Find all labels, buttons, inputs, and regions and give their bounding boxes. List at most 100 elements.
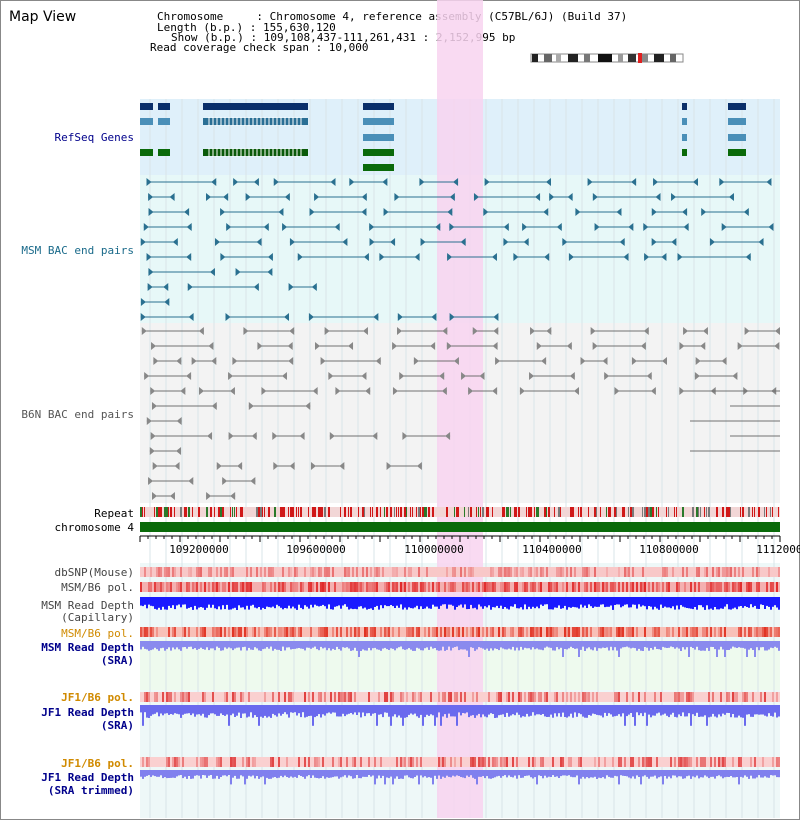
depth-bar — [624, 705, 626, 726]
depth-bar — [682, 641, 684, 648]
depth-bar — [384, 597, 386, 606]
depth-bar — [376, 705, 378, 726]
depth-bar — [640, 770, 642, 785]
depth-bar — [454, 705, 456, 717]
depth-bar — [416, 770, 418, 776]
heat-cell — [284, 582, 286, 592]
heat-cell — [232, 627, 234, 637]
heat-cell — [720, 627, 722, 637]
depth-bar — [418, 705, 420, 718]
axis-tick-label: 109600000 — [286, 543, 346, 556]
depth-bar — [746, 641, 748, 657]
depth-bar — [592, 597, 594, 608]
depth-bar — [520, 770, 522, 778]
heat-cell — [414, 692, 416, 702]
heat-cell — [452, 627, 454, 637]
depth-bar — [514, 641, 516, 651]
depth-bar — [618, 770, 620, 785]
depth-bar — [702, 705, 704, 717]
bac-end-marker — [491, 253, 497, 261]
depth-bar — [448, 770, 450, 777]
heat-cell — [718, 757, 720, 767]
heat-cell — [406, 692, 408, 702]
depth-bar — [422, 705, 424, 726]
heat-cell — [644, 627, 646, 637]
heat-cell — [624, 757, 626, 767]
depth-bar — [172, 641, 174, 648]
heat-cell — [746, 582, 748, 592]
depth-bar — [474, 597, 476, 608]
depth-bar — [750, 705, 752, 717]
heat-cell — [502, 567, 504, 577]
depth-bar — [526, 597, 528, 610]
depth-bar — [156, 597, 158, 610]
heat-cell — [620, 757, 622, 767]
bac-end-marker — [529, 372, 535, 380]
heat-cell — [488, 582, 490, 592]
heat-cell — [220, 627, 222, 637]
heat-cell — [226, 567, 228, 577]
depth-bar — [224, 770, 226, 776]
heat-cell — [632, 567, 634, 577]
heat-cell — [186, 582, 188, 592]
depth-bar — [550, 597, 552, 610]
depth-bar — [372, 705, 374, 714]
heat-cell — [428, 582, 430, 592]
depth-bar — [148, 770, 150, 776]
depth-bar — [566, 597, 568, 610]
heat-cell — [622, 582, 624, 592]
depth-bar — [478, 770, 480, 777]
depth-bar — [140, 705, 142, 713]
heat-cell — [750, 757, 752, 767]
depth-bar — [686, 641, 688, 648]
depth-bar — [616, 705, 618, 716]
heat-cell — [726, 582, 728, 592]
depth-bar — [558, 705, 560, 714]
heat-cell — [344, 582, 346, 592]
depth-bar — [726, 597, 728, 605]
heat-cell — [442, 757, 444, 767]
heat-cell — [700, 757, 702, 767]
heat-cell — [418, 627, 420, 637]
heat-cell — [506, 692, 508, 702]
depth-bar — [492, 705, 494, 714]
depth-bar — [414, 770, 416, 777]
heat-cell — [512, 692, 514, 702]
depth-bar — [538, 597, 540, 609]
depth-bar — [196, 705, 198, 715]
depth-bar — [456, 597, 458, 607]
bac-end-marker — [442, 327, 448, 335]
repeat-mark — [328, 507, 330, 517]
bac-end-marker — [683, 223, 689, 231]
heat-cell — [592, 692, 594, 702]
heat-cell — [324, 627, 326, 637]
depth-bar — [640, 641, 642, 651]
repeat-track — [140, 507, 780, 517]
heat-cell — [348, 582, 350, 592]
heat-cell — [666, 567, 668, 577]
depth-bar — [542, 641, 544, 651]
heat-cell — [278, 692, 280, 702]
heat-cell — [224, 627, 226, 637]
heat-cell — [568, 757, 570, 767]
depth-bar — [474, 705, 476, 718]
depth-bar — [756, 641, 758, 648]
depth-bar — [354, 597, 356, 609]
chromosome-ideogram[interactable] — [530, 53, 684, 63]
depth-bar — [206, 597, 208, 608]
heat-cell — [448, 627, 450, 637]
repeat-mark — [674, 507, 675, 517]
depth-bar — [196, 770, 198, 776]
depth-bar — [408, 641, 410, 649]
depth-bar — [534, 597, 536, 609]
depth-bar — [614, 641, 616, 648]
depth-bar — [700, 597, 702, 606]
depth-bar — [176, 770, 178, 777]
depth-bar — [308, 770, 310, 776]
depth-bar — [284, 597, 286, 608]
heat-cell — [194, 582, 196, 592]
depth-bar — [196, 641, 198, 650]
heat-cell — [168, 692, 170, 702]
depth-bar — [296, 705, 298, 716]
